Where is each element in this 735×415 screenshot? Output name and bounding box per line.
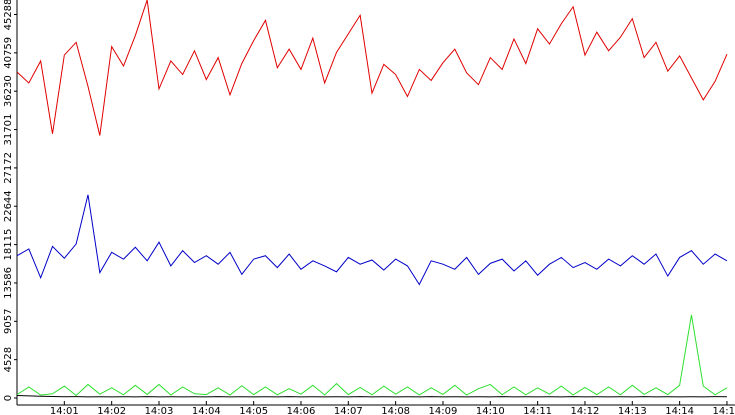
y-tick-label: 4528	[3, 347, 14, 372]
y-tick-label: 9057	[3, 309, 14, 334]
y-tick-label: 40759	[3, 37, 14, 69]
series-line	[16, 394, 727, 398]
y-tick-label: 31701	[3, 114, 14, 146]
x-tick-label: 14:09	[429, 406, 458, 415]
x-tick-label: 14:15	[713, 406, 735, 415]
y-tick-label: 22644	[3, 190, 14, 222]
series-line	[16, 194, 728, 286]
x-tick-label: 14:11	[523, 406, 552, 415]
x-tick-label: 14:05	[239, 406, 268, 415]
series-line	[16, 0, 728, 136]
y-tick-label: 0	[3, 395, 14, 401]
series-line	[16, 314, 728, 397]
y-tick-label: 27172	[3, 152, 14, 184]
x-tick-label: 14:12	[571, 406, 600, 415]
y-tick-label: 13586	[3, 267, 14, 299]
x-tick-label: 14:07	[334, 406, 363, 415]
x-tick-label: 14:02	[97, 406, 126, 415]
x-tick-label: 14:04	[192, 406, 221, 415]
x-tick-label: 14:13	[618, 406, 647, 415]
x-tick-label: 14:01	[50, 406, 79, 415]
x-tick-label: 14:14	[665, 406, 694, 415]
x-tick-label: 14:08	[381, 406, 410, 415]
x-tick-label: 14:03	[145, 406, 174, 415]
y-tick-label: 45288	[3, 0, 14, 30]
x-tick-label: 14:10	[476, 406, 505, 415]
x-tick-label: 14:06	[287, 406, 316, 415]
y-tick-label: 36230	[3, 75, 14, 107]
y-tick-label: 18115	[3, 229, 14, 261]
